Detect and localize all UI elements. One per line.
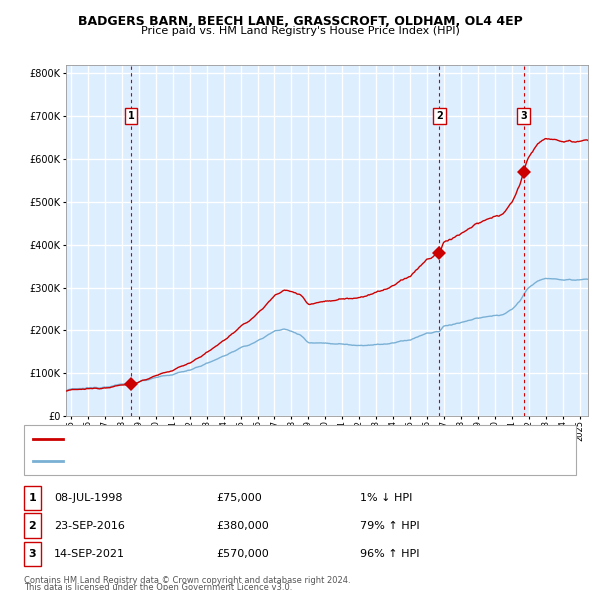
Text: £380,000: £380,000 (216, 521, 269, 530)
Text: 1% ↓ HPI: 1% ↓ HPI (360, 493, 412, 503)
Text: 2: 2 (436, 112, 443, 122)
Text: 14-SEP-2021: 14-SEP-2021 (54, 549, 125, 559)
Text: BADGERS BARN, BEECH LANE, GRASSCROFT, OLDHAM, OL4 4EP: BADGERS BARN, BEECH LANE, GRASSCROFT, OL… (77, 15, 523, 28)
Text: 23-SEP-2016: 23-SEP-2016 (54, 521, 125, 530)
Text: 96% ↑ HPI: 96% ↑ HPI (360, 549, 419, 559)
Text: 79% ↑ HPI: 79% ↑ HPI (360, 521, 419, 530)
Text: £75,000: £75,000 (216, 493, 262, 503)
Text: 3: 3 (29, 549, 36, 559)
Text: 1: 1 (29, 493, 36, 503)
Text: 1: 1 (128, 112, 134, 122)
Text: 2: 2 (29, 521, 36, 530)
Text: 08-JUL-1998: 08-JUL-1998 (54, 493, 122, 503)
Text: This data is licensed under the Open Government Licence v3.0.: This data is licensed under the Open Gov… (24, 583, 292, 590)
Text: £570,000: £570,000 (216, 549, 269, 559)
Text: HPI: Average price, detached house, Oldham: HPI: Average price, detached house, Oldh… (69, 457, 282, 466)
Text: Contains HM Land Registry data © Crown copyright and database right 2024.: Contains HM Land Registry data © Crown c… (24, 576, 350, 585)
Text: Price paid vs. HM Land Registry's House Price Index (HPI): Price paid vs. HM Land Registry's House … (140, 26, 460, 36)
Text: 3: 3 (520, 112, 527, 122)
Text: BADGERS BARN, BEECH LANE, GRASSCROFT, OLDHAM, OL4 4EP (detached house): BADGERS BARN, BEECH LANE, GRASSCROFT, OL… (69, 434, 459, 443)
